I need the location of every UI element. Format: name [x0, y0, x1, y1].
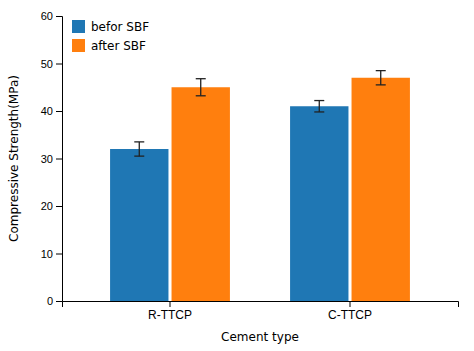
- error-cap: [134, 155, 144, 156]
- x-tick: C-TTCP: [328, 301, 372, 322]
- error-cap: [376, 70, 386, 71]
- error-cap: [196, 95, 206, 96]
- y-tick: 40: [41, 105, 62, 117]
- x-axis-title: Cement type: [221, 330, 299, 344]
- legend: befor SBF after SBF: [72, 20, 149, 53]
- legend-swatch: [72, 39, 85, 52]
- error-line: [139, 142, 140, 156]
- tick-mark: [170, 301, 171, 307]
- tick-mark: [56, 111, 62, 112]
- legend-label: after SBF: [91, 39, 146, 53]
- error-bar: [196, 79, 206, 96]
- axis-line: [56, 17, 63, 302]
- axis-line: [63, 302, 459, 308]
- bar: [110, 149, 168, 301]
- y-axis: 0 10 20 30 40 50 60: [41, 10, 63, 307]
- y-axis-title: Compressive Strength(MPa): [7, 75, 21, 242]
- legend-item: after SBF: [72, 39, 146, 53]
- tick-mark: [350, 301, 351, 307]
- error-bar: [314, 101, 324, 112]
- tick-label: R-TTCP: [148, 308, 192, 322]
- tick-mark: [56, 206, 62, 207]
- tick-label: 10: [41, 248, 53, 260]
- bar: [172, 87, 230, 301]
- error-cap: [314, 111, 324, 112]
- bar: [290, 106, 348, 301]
- tick-label: 50: [41, 58, 53, 70]
- bar: [352, 78, 410, 301]
- x-tick: R-TTCP: [148, 301, 192, 322]
- legend-swatch: [72, 20, 85, 33]
- error-cap: [196, 78, 206, 79]
- error-bar: [376, 71, 386, 85]
- error-cap: [376, 84, 386, 85]
- error-bar: [134, 142, 144, 156]
- error-line: [200, 79, 201, 96]
- error-cap: [314, 100, 324, 101]
- error-line: [380, 71, 381, 85]
- error-line: [319, 101, 320, 112]
- tick-label: 40: [41, 105, 53, 117]
- marks: [110, 71, 410, 301]
- tick-label: 20: [41, 200, 53, 212]
- tick-mark: [56, 254, 62, 255]
- y-tick: 10: [41, 248, 62, 260]
- x-axis: R-TTCP C-TTCP: [63, 301, 459, 322]
- legend-item: befor SBF: [72, 20, 149, 34]
- tick-label: 0: [47, 295, 53, 307]
- error-cap: [134, 141, 144, 142]
- y-tick: 0: [47, 295, 62, 307]
- legend-label: befor SBF: [91, 20, 149, 34]
- plot: 0 10 20 30 40 50 60 R-TTCP C-TTCP Cement type Comp…: [7, 10, 459, 344]
- y-tick: 60: [41, 10, 62, 22]
- tick-mark: [56, 16, 62, 17]
- chart: 0 10 20 30 40 50 60 R-TTCP C-TTCP Cement type Comp…: [0, 0, 474, 351]
- tick-mark: [56, 64, 62, 65]
- tick-label: 30: [41, 153, 53, 165]
- tick-mark: [56, 301, 62, 302]
- series: [172, 71, 410, 301]
- y-tick: 20: [41, 200, 62, 212]
- tick-mark: [56, 159, 62, 160]
- y-tick: 30: [41, 153, 62, 165]
- y-tick: 50: [41, 58, 62, 70]
- tick-label: C-TTCP: [328, 308, 372, 322]
- tick-label: 60: [41, 10, 53, 22]
